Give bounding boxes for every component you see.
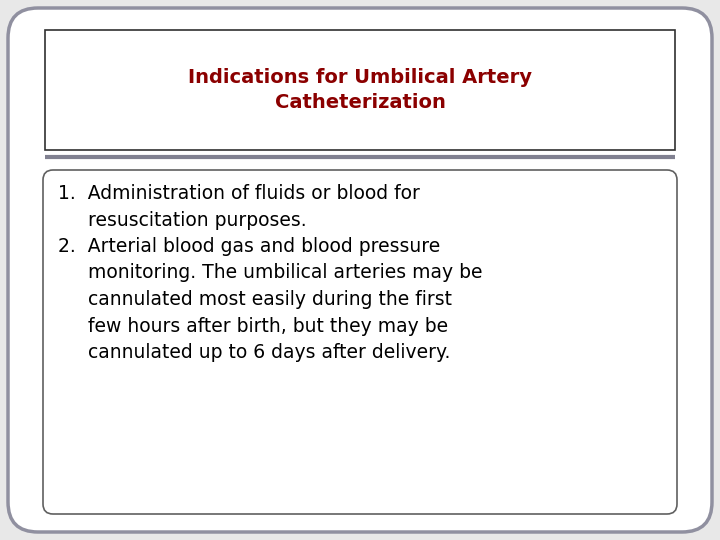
Text: Indications for Umbilical Artery
Catheterization: Indications for Umbilical Artery Cathete… xyxy=(188,68,532,112)
FancyBboxPatch shape xyxy=(45,30,675,150)
FancyBboxPatch shape xyxy=(43,170,677,514)
Text: 1.  Administration of fluids or blood for
     resuscitation purposes.
2.  Arter: 1. Administration of fluids or blood for… xyxy=(58,184,482,362)
FancyBboxPatch shape xyxy=(8,8,712,532)
